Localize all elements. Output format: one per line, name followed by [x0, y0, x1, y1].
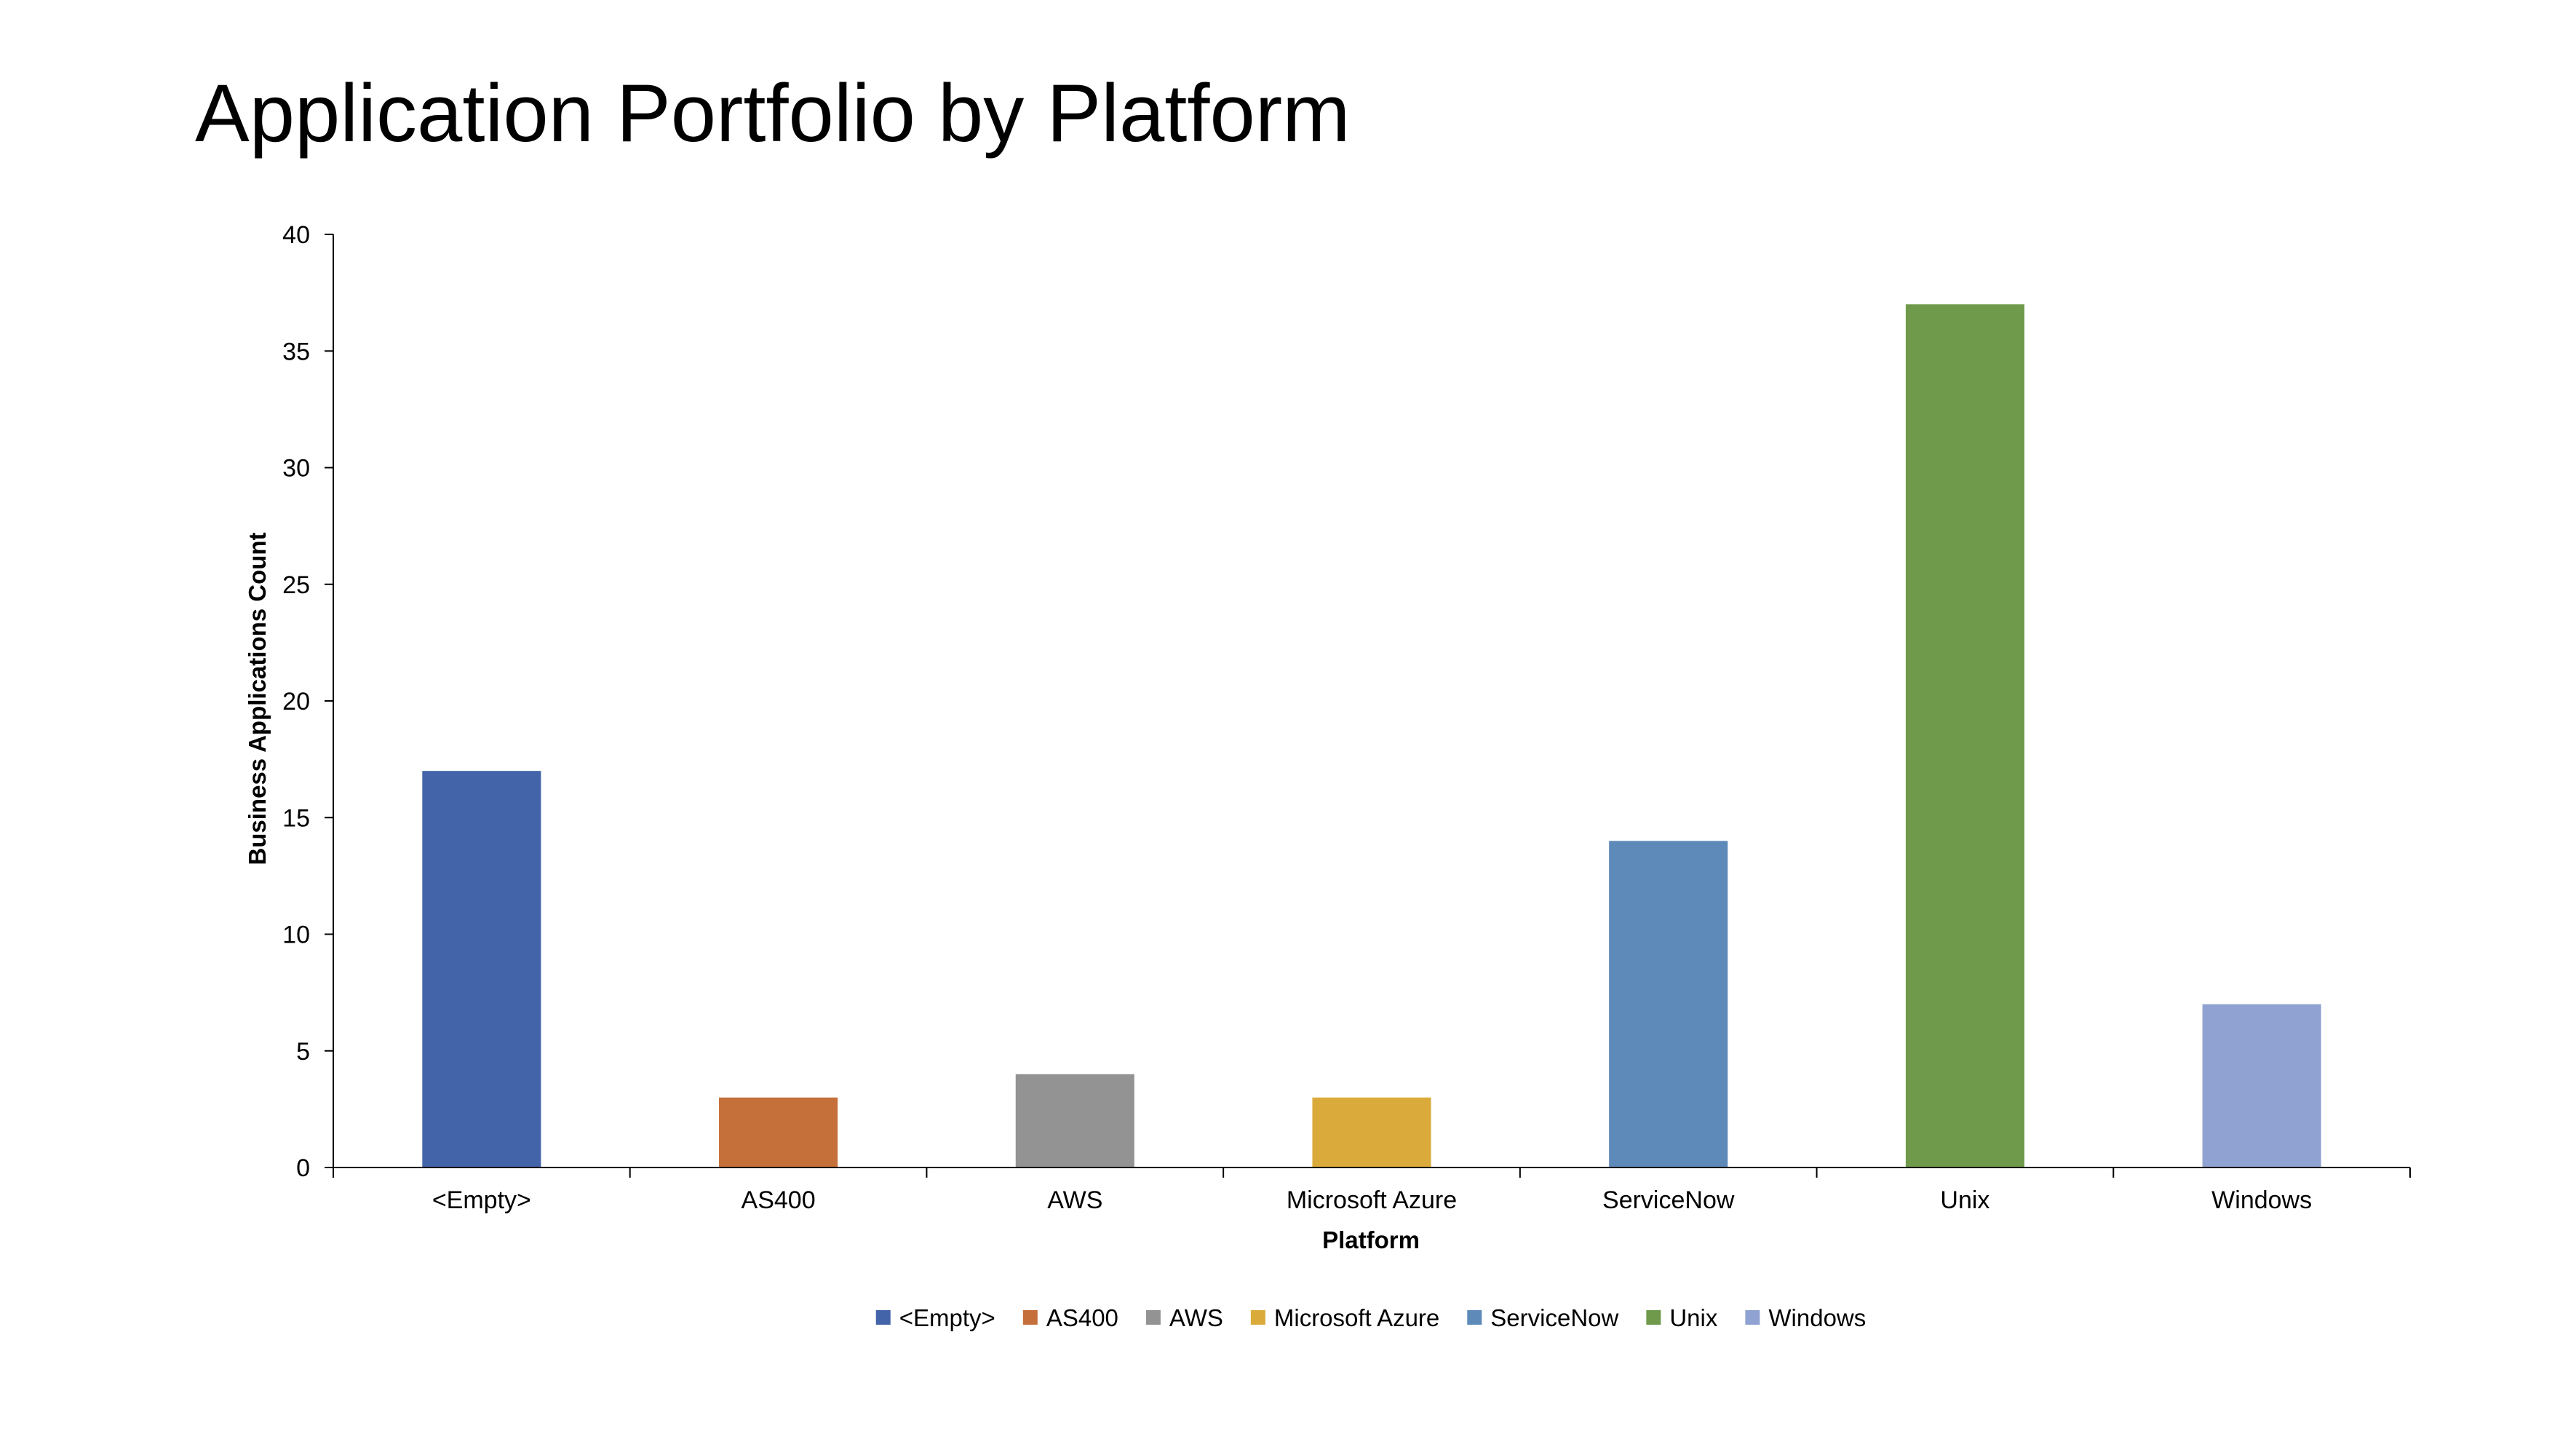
- x-tick-label: AWS: [1047, 1186, 1102, 1214]
- bar-empty: [422, 771, 541, 1167]
- axes: [333, 234, 2410, 1168]
- legend-swatch: [1022, 1310, 1038, 1325]
- legend-item-as400: AS400: [1022, 1304, 1118, 1331]
- legend-item-unix: Unix: [1646, 1304, 1718, 1331]
- legend-swatch: [1145, 1310, 1161, 1325]
- slide-title: Application Portfolio by Platform: [195, 68, 1351, 159]
- legend-swatch: [1646, 1310, 1661, 1325]
- bar-as400: [719, 1097, 838, 1167]
- legend-swatch: [1250, 1310, 1265, 1325]
- bar-windows: [2202, 1004, 2321, 1167]
- legend-item-empty: <Empty>: [875, 1304, 995, 1331]
- y-tick-label: 10: [282, 921, 310, 949]
- legend-label: Microsoft Azure: [1274, 1304, 1439, 1331]
- bar-unix: [1905, 304, 2024, 1167]
- x-axis-title: Platform: [1322, 1226, 1420, 1253]
- legend-item-servicenow: ServiceNow: [1467, 1304, 1619, 1331]
- y-tick-label: 40: [282, 221, 310, 249]
- legend-swatch: [1745, 1310, 1760, 1325]
- legend: <Empty> AS400 AWS Microsoft Azure ServiceNow…: [875, 1304, 1866, 1331]
- legend-swatch: [1467, 1310, 1482, 1325]
- x-axis-ticks: <Empty> AS400 AWS Microsoft Azure ServiceNow…: [333, 1167, 2411, 1214]
- bar-servicenow: [1609, 841, 1728, 1167]
- x-tick-label: Unix: [1940, 1186, 1989, 1214]
- y-axis-ticks: 0 5 10 15 20 25 30 35 40: [282, 221, 333, 1182]
- legend-item-aws: AWS: [1145, 1304, 1223, 1331]
- legend-label: <Empty>: [899, 1304, 995, 1331]
- x-tick-label: <Empty>: [432, 1186, 531, 1214]
- bar-microsoft-azure: [1312, 1097, 1431, 1167]
- y-tick-label: 20: [282, 688, 310, 715]
- legend-item-windows: Windows: [1745, 1304, 1866, 1331]
- y-tick-label: 30: [282, 455, 310, 483]
- legend-label: Unix: [1669, 1304, 1718, 1331]
- legend-label: ServiceNow: [1490, 1304, 1618, 1331]
- x-tick-label: ServiceNow: [1602, 1186, 1735, 1214]
- bars: [422, 304, 2321, 1167]
- legend-swatch: [875, 1310, 891, 1325]
- y-axis-title: Business Applications Count: [244, 532, 271, 865]
- legend-label: Windows: [1768, 1304, 1866, 1331]
- legend-label: AS400: [1046, 1304, 1118, 1331]
- x-tick-label: Microsoft Azure: [1287, 1186, 1457, 1214]
- y-tick-label: 35: [282, 338, 310, 365]
- x-tick-label: AS400: [742, 1186, 816, 1214]
- legend-label: AWS: [1169, 1304, 1223, 1331]
- y-tick-label: 0: [296, 1154, 310, 1182]
- y-tick-label: 15: [282, 804, 310, 832]
- y-tick-label: 25: [282, 571, 310, 599]
- bar-aws: [1015, 1074, 1134, 1167]
- x-tick-label: Windows: [2211, 1186, 2312, 1214]
- legend-item-microsoft-azure: Microsoft Azure: [1250, 1304, 1439, 1331]
- y-tick-label: 5: [296, 1038, 310, 1066]
